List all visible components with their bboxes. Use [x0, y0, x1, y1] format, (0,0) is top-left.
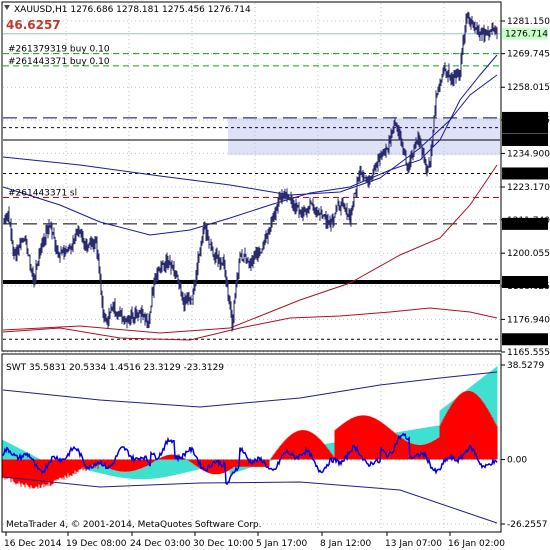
price-tick-label: 1223.170 — [507, 183, 550, 193]
price-tick-label: 1269.745 — [507, 50, 550, 60]
indicator-title: SWT 35.5831 20.5334 1.4516 23.3129 -23.3… — [6, 363, 224, 373]
indicator-tick-label: 0.00 — [507, 456, 527, 466]
price-tag-bg — [502, 27, 548, 40]
order-labels[interactable]: #261379319 buy 0.10 #261443371 buy 0.10 #2… — [8, 45, 110, 199]
copyright-text: MetaTrader 4, © 2001-2014, MetaQuotes So… — [6, 520, 262, 530]
price-tag-bg — [502, 133, 548, 146]
indicator-panel-frame — [1, 353, 502, 533]
time-tick-label: 5 Jan 17:00 — [256, 539, 308, 549]
time-tick-label: 16 Jan 02:00 — [448, 539, 505, 549]
price-tick-label: 1281.150 — [507, 17, 550, 27]
indicator-axis: 38.5279 0.00 -26.2557 — [501, 361, 547, 530]
time-tick-label: 16 Dec 2014 — [4, 539, 62, 549]
price-tag-bg — [502, 276, 548, 289]
price-tick-label: 1200.055 — [507, 249, 550, 259]
order-label[interactable]: #261379319 buy 0.10 — [8, 45, 110, 55]
chart-triangle-icon — [4, 5, 10, 10]
indicator-tick-label: -26.2557 — [507, 520, 547, 530]
ma-red-slow-line — [2, 164, 498, 334]
price-tag-label: 1170.000 — [505, 335, 548, 345]
main-panel-frame — [1, 1, 502, 352]
price-tag-bg — [502, 217, 548, 230]
price-tag-label: 1210.300 — [505, 220, 548, 230]
price-candles — [3, 11, 498, 332]
indicator-tick-label: 38.5279 — [507, 361, 544, 371]
price-tag-label: 1190.000 — [505, 278, 548, 288]
symbol-ohlc: XAUUSD,H1 1276.686 1278.181 1275.456 127… — [14, 5, 251, 15]
price-tick-label: 1258.015 — [507, 83, 550, 93]
swt-oscillator-line — [2, 432, 498, 486]
swt-upper-band — [2, 371, 498, 408]
price-tick-label: 1234.900 — [507, 149, 550, 159]
order-label[interactable]: #261443371 buy 0.10 — [8, 57, 110, 67]
ma-mid-line — [2, 54, 498, 236]
swt-indicator — [2, 366, 498, 524]
time-tick-label: 19 Dec 08:00 — [66, 539, 127, 549]
order-label[interactable]: #261443371 sl — [8, 189, 77, 199]
moving-averages — [2, 54, 498, 341]
profit-value: 46.6257 — [6, 18, 61, 32]
price-tag-bg — [502, 111, 548, 124]
price-tag-label: 1227.900 — [505, 169, 548, 179]
support-resistance-zone — [228, 117, 500, 156]
price-tick-label: 1176.940 — [507, 315, 550, 325]
price-tick-label: 1165.555 — [507, 348, 550, 358]
price-tag-label: 1247.300 — [505, 114, 548, 124]
ma-slow-line — [2, 74, 498, 196]
price-tag-label: 1243.900 — [505, 124, 548, 134]
time-tick-label: 8 Jan 12:00 — [320, 539, 372, 549]
price-tag-bg — [502, 167, 548, 180]
price-tag-bg — [502, 121, 548, 134]
time-axis: 16 Dec 2014 19 Dec 08:00 24 Dec 03:00 30 De… — [4, 532, 505, 549]
price-tag-bg — [502, 333, 548, 346]
price-tag-label: 1276.714 — [505, 30, 548, 40]
time-tick-label: 24 Dec 03:00 — [130, 539, 191, 549]
price-tag-label: 1239.600 — [505, 136, 548, 146]
swt-lower-band — [2, 476, 498, 524]
time-tick-label: 30 Dec 10:00 — [193, 539, 254, 549]
ma-red-flat-line — [2, 307, 498, 341]
horizontal-levels — [3, 33, 500, 340]
time-tick-label: 13 Jan 07:00 — [385, 539, 442, 549]
symbol-header: XAUUSD,H1 1276.686 1278.181 1275.456 127… — [4, 5, 251, 32]
